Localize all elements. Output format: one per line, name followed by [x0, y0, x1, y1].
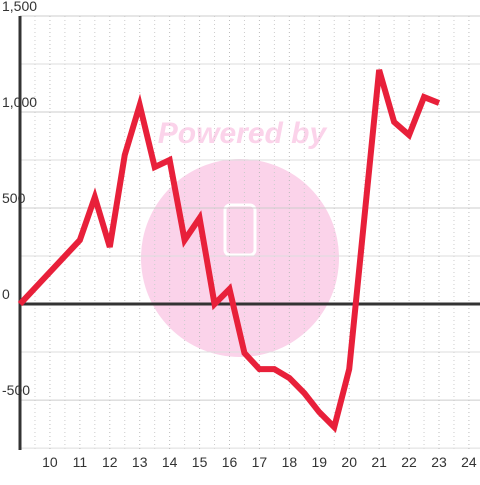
- line-series: [17, 69, 441, 433]
- x-tick-label: 20: [341, 454, 357, 470]
- x-tick-label: 23: [431, 454, 447, 470]
- x-tick-label: 21: [371, 454, 387, 470]
- y-tick-label: 1,000: [2, 94, 37, 110]
- x-tick-label: 15: [192, 454, 208, 470]
- x-tick-label: 16: [222, 454, 238, 470]
- x-tick-label: 13: [132, 454, 148, 470]
- x-tick-label: 24: [461, 454, 477, 470]
- watermark-icon: [223, 203, 257, 257]
- y-tick-label: 0: [2, 286, 10, 302]
- x-tick-label: 14: [162, 454, 178, 470]
- x-tick-label: 10: [42, 454, 58, 470]
- x-tick-label: 19: [311, 454, 327, 470]
- x-tick-label: 11: [73, 454, 88, 470]
- x-tick-label: 17: [252, 454, 268, 470]
- x-tick-label: 12: [102, 454, 118, 470]
- y-tick-label: 500: [2, 190, 26, 206]
- y-tick-label: -500: [2, 382, 30, 398]
- x-tick-label: 18: [282, 454, 298, 470]
- x-tick-label: 22: [401, 454, 417, 470]
- y-tick-label: 1,500: [2, 0, 37, 14]
- watermark: Powered by: [158, 117, 328, 150]
